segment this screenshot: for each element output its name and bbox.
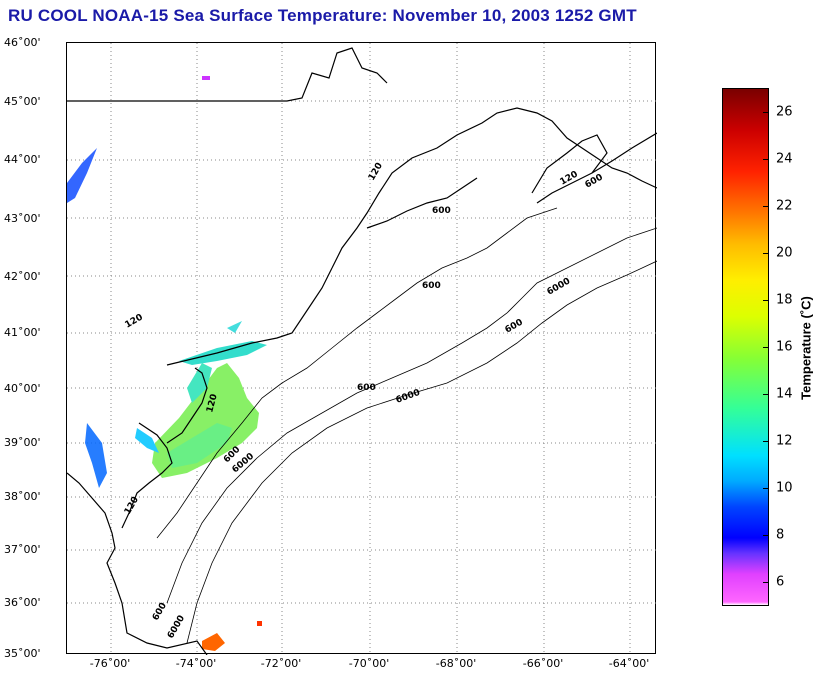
- sst-pixel-north: [202, 76, 210, 80]
- sst-patch-inner-shelf: [167, 423, 232, 468]
- colorbar-label: Temperature (˚C): [798, 296, 814, 400]
- colorbar-tick-label-16: 16: [776, 339, 793, 355]
- colorbar-tick-label-12: 12: [776, 433, 793, 449]
- colorbar-tick-mark-8: [763, 535, 769, 537]
- colorbar-tick-mark-10: [763, 488, 769, 490]
- map-title: RU COOL NOAA-15 Sea Surface Temperature:…: [8, 6, 637, 25]
- lat-label-40: 40˚00': [4, 382, 41, 395]
- lat-label-35: 35˚00': [4, 647, 41, 660]
- isobath-600: [166, 227, 657, 604]
- lat-label-41: 41˚00': [4, 326, 41, 339]
- sst-map: 120 120 120 120 120 600 600 600 600 600 …: [66, 42, 657, 655]
- sst-patch-chesapeake: [85, 423, 107, 488]
- lat-label-37: 37˚00': [4, 543, 41, 556]
- isobath-6000: [186, 260, 657, 644]
- isobath-label-6000-b: 6000: [395, 388, 422, 406]
- sst-patch-gulf-maine-coast: [67, 148, 97, 203]
- colorbar-tick-label-6: 6: [776, 574, 785, 590]
- lat-label-43: 43˚00': [4, 212, 41, 225]
- isobath-label-600-c: 600: [422, 281, 441, 291]
- sst-patch-nova-scotia: [227, 321, 242, 333]
- isobath-label-600-g: 600: [151, 601, 169, 622]
- colorbar-tick-mark-24: [763, 158, 769, 160]
- lat-label-44: 44˚00': [4, 153, 41, 166]
- isobath-label-120-c: 120: [124, 313, 145, 331]
- isobath-120: [156, 207, 558, 539]
- colorbar-tick-mark-20: [763, 252, 769, 254]
- sst-pixel-hatteras-east: [257, 621, 262, 626]
- isobaths: [156, 207, 657, 644]
- isobath-label-120-d: 120: [205, 393, 220, 414]
- colorbar-tick-label-8: 8: [776, 527, 785, 543]
- lon-label-74: -74˚00': [175, 657, 217, 670]
- colorbar-tick-mark-6: [763, 582, 769, 584]
- colorbar-tick-mark-22: [763, 205, 769, 207]
- lon-label-66: -66˚00': [522, 657, 564, 670]
- coastline: [67, 47, 657, 655]
- isobath-label-120-a: 120: [367, 161, 385, 182]
- sst-data: [67, 76, 267, 651]
- colorbar-tick-mark-14: [763, 394, 769, 396]
- isobath-label-120-e: 120: [123, 495, 141, 516]
- isobath-label-600-e: 600: [357, 383, 376, 393]
- isobath-label-6000-a: 6000: [546, 276, 573, 297]
- lat-label-38: 38˚00': [4, 490, 41, 503]
- isobath-label-6000-d: 6000: [166, 614, 187, 641]
- lon-label-76: -76˚00': [89, 657, 131, 670]
- lon-label-64: -64˚00': [608, 657, 650, 670]
- lon-label-72: -72˚00': [260, 657, 302, 670]
- colorbar-tick-label-14: 14: [776, 386, 793, 402]
- graticule: [67, 43, 657, 655]
- lat-label-39: 39˚00': [4, 436, 41, 449]
- isobath-label-600-d: 600: [504, 318, 525, 336]
- colorbar-tick-label-20: 20: [776, 245, 793, 261]
- colorbar-tick-mark-26: [763, 111, 769, 113]
- lat-label-46: 46˚00': [4, 36, 41, 49]
- colorbar-tick-mark-16: [763, 347, 769, 348]
- isobath-label-600-b: 600: [432, 206, 451, 216]
- isobath-labels: 120 120 120 120 120 600 600 600 600 600 …: [123, 161, 605, 640]
- sst-patch-cape-hatteras: [202, 633, 225, 651]
- map-canvas: 120 120 120 120 120 600 600 600 600 600 …: [67, 43, 657, 655]
- lon-label-68: -68˚00': [435, 657, 477, 670]
- colorbar-tick-label-10: 10: [776, 480, 793, 496]
- sst-patch-nj-coast: [187, 363, 212, 403]
- colorbar-tick-label-24: 24: [776, 151, 793, 167]
- colorbar-tick-label-26: 26: [776, 104, 793, 120]
- colorbar-tick-mark-18: [763, 299, 769, 301]
- colorbar-tick-mark-12: [763, 441, 769, 443]
- lon-label-70: -70˚00': [348, 657, 390, 670]
- sst-patch-delaware-bay: [135, 428, 159, 453]
- lat-label-45: 45˚00': [4, 95, 41, 108]
- colorbar-tick-label-22: 22: [776, 198, 793, 214]
- temperature-colorbar: [722, 88, 769, 606]
- sst-patch-long-island: [179, 341, 267, 365]
- lat-label-42: 42˚00': [4, 270, 41, 283]
- lat-label-36: 36˚00': [4, 596, 41, 609]
- colorbar-tick-label-18: 18: [776, 292, 793, 308]
